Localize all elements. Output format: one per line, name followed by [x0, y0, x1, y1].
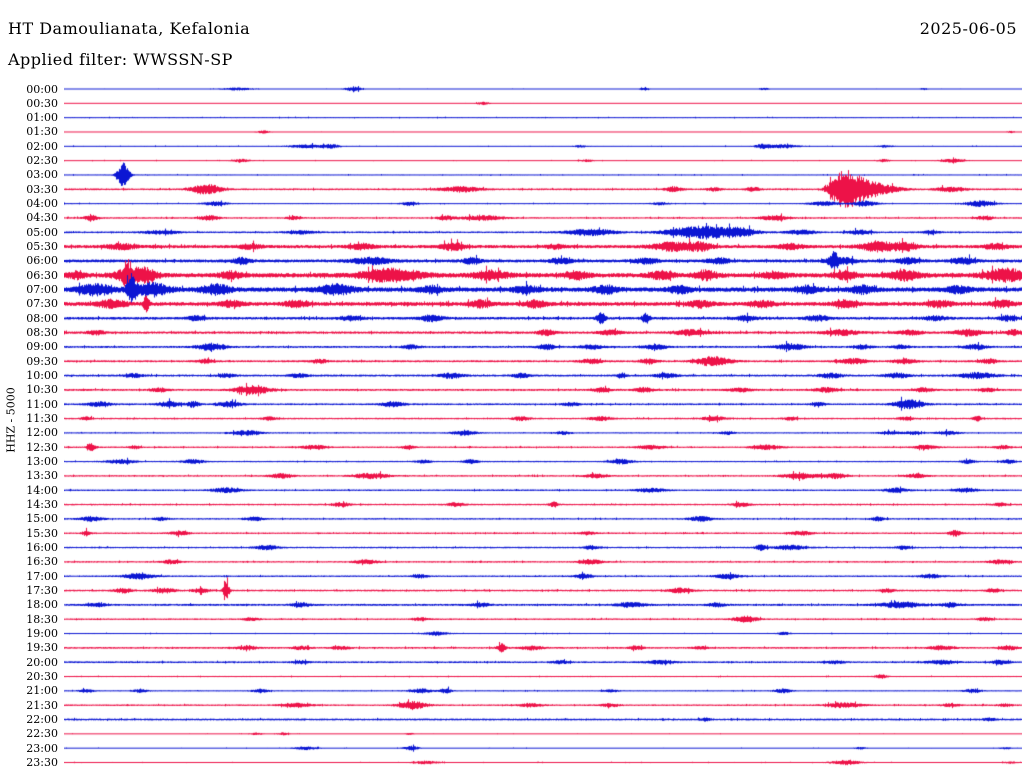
time-label: 22:00	[26, 713, 58, 727]
time-label: 20:30	[26, 670, 58, 684]
time-label: 03:00	[26, 168, 58, 182]
time-label: 20:00	[26, 655, 58, 669]
time-label: 05:30	[26, 240, 58, 254]
time-label: 07:30	[26, 297, 58, 311]
time-axis: 00:00 00:30 01:00 01:30 02:00 02:30 03:00 03:30…	[0, 80, 58, 780]
time-label: 16:00	[26, 541, 58, 555]
time-label: 12:00	[26, 426, 58, 440]
time-label: 01:00	[26, 111, 58, 125]
time-label: 17:30	[26, 584, 58, 598]
time-label: 05:00	[26, 225, 58, 239]
time-label: 07:00	[26, 283, 58, 297]
time-label: 17:00	[26, 569, 58, 583]
time-label: 06:30	[26, 268, 58, 282]
time-label: 11:00	[26, 397, 58, 411]
time-label: 00:00	[26, 82, 58, 96]
time-label: 21:00	[26, 684, 58, 698]
time-label: 11:30	[26, 412, 58, 426]
time-label: 14:00	[26, 483, 58, 497]
time-label: 00:30	[26, 96, 58, 110]
time-label: 13:30	[26, 469, 58, 483]
time-label: 18:30	[26, 612, 58, 626]
time-label: 23:00	[26, 741, 58, 755]
time-label: 13:00	[26, 455, 58, 469]
time-label: 08:00	[26, 311, 58, 325]
station-title: HT Damoulianata, Kefalonia	[8, 19, 251, 38]
time-label: 02:00	[26, 139, 58, 153]
time-label: 15:00	[26, 512, 58, 526]
time-label: 10:00	[26, 369, 58, 383]
time-label: 12:30	[26, 440, 58, 454]
time-label: 06:00	[26, 254, 58, 268]
time-label: 23:30	[26, 756, 58, 769]
time-label: 21:30	[26, 698, 58, 712]
filter-label: Applied filter: WWSSN-SP	[8, 50, 233, 69]
time-label: 02:30	[26, 154, 58, 168]
time-label: 09:30	[26, 354, 58, 368]
time-label: 19:00	[26, 627, 58, 641]
time-label: 18:00	[26, 598, 58, 612]
date-label: 2025-06-05	[919, 19, 1017, 38]
time-label: 15:30	[26, 526, 58, 540]
time-label: 04:30	[26, 211, 58, 225]
time-label: 16:30	[26, 555, 58, 569]
time-label: 03:30	[26, 182, 58, 196]
time-label: 04:00	[26, 197, 58, 211]
time-label: 01:30	[26, 125, 58, 139]
time-label: 08:30	[26, 326, 58, 340]
time-label: 19:30	[26, 641, 58, 655]
time-label: 09:00	[26, 340, 58, 354]
time-label: 22:30	[26, 727, 58, 741]
helicorder-plot	[64, 80, 1022, 780]
time-label: 10:30	[26, 383, 58, 397]
time-label: 14:30	[26, 498, 58, 512]
